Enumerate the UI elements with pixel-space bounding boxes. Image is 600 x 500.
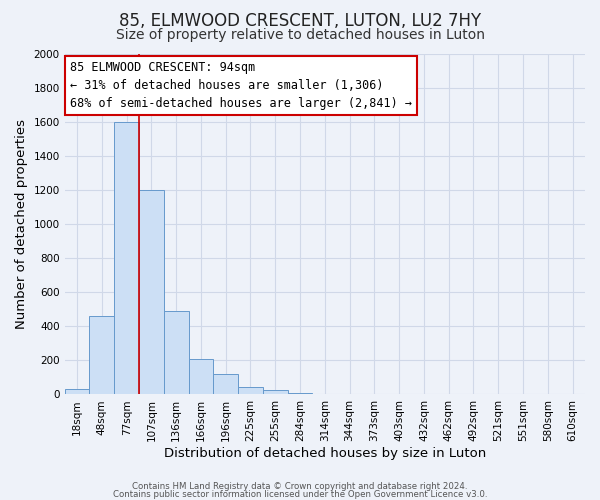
Bar [238, 387, 263, 394]
Text: 85 ELMWOOD CRESCENT: 94sqm
← 31% of detached houses are smaller (1,306)
68% of s: 85 ELMWOOD CRESCENT: 94sqm ← 31% of deta… [70, 61, 412, 110]
X-axis label: Distribution of detached houses by size in Luton: Distribution of detached houses by size … [164, 447, 486, 460]
Bar [287, 393, 313, 394]
Text: Contains public sector information licensed under the Open Government Licence v3: Contains public sector information licen… [113, 490, 487, 499]
Y-axis label: Number of detached properties: Number of detached properties [15, 119, 28, 329]
Bar [214, 374, 238, 394]
Bar [65, 388, 89, 394]
Text: 85, ELMWOOD CRESCENT, LUTON, LU2 7HY: 85, ELMWOOD CRESCENT, LUTON, LU2 7HY [119, 12, 481, 30]
Bar [89, 316, 114, 394]
Text: Contains HM Land Registry data © Crown copyright and database right 2024.: Contains HM Land Registry data © Crown c… [132, 482, 468, 491]
Text: Size of property relative to detached houses in Luton: Size of property relative to detached ho… [115, 28, 485, 42]
Bar [114, 122, 139, 394]
Bar [139, 190, 164, 394]
Bar [188, 358, 214, 394]
Bar [164, 311, 188, 394]
Bar [263, 390, 287, 394]
